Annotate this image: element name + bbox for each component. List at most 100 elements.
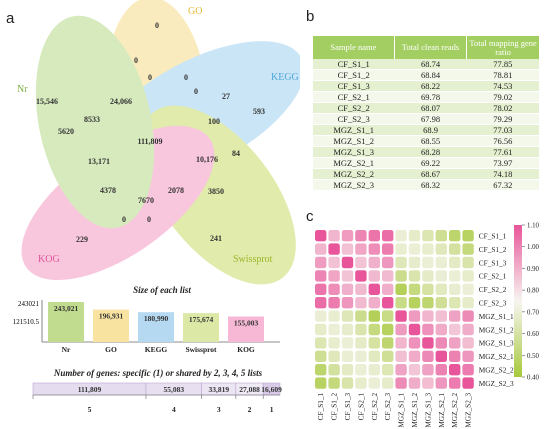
heatmap-cell xyxy=(435,270,447,282)
heatmap-cell xyxy=(395,243,407,255)
bar-ytick: 243021 xyxy=(18,300,40,308)
sample-name-cell: MGZ_S2_2 xyxy=(313,168,395,180)
heatmap-cell xyxy=(382,323,394,336)
venn-region: 4378 xyxy=(100,186,116,195)
heatmap-cell xyxy=(355,323,367,336)
value-cell: 69.78 xyxy=(394,91,467,103)
heatmap-cell xyxy=(408,350,421,362)
table-row: MGZ_S1_3 68.28 77.61 xyxy=(313,146,539,158)
stacked-segment-value: 27,088 xyxy=(239,385,260,394)
heatmap-cell xyxy=(449,243,461,255)
heatmap-cell xyxy=(341,364,354,376)
heatmap-cell xyxy=(449,310,461,322)
heatmap-cell xyxy=(315,297,327,309)
heatmap-cell xyxy=(395,297,407,309)
stacked-segment-value: 33,819 xyxy=(208,385,229,394)
heatmap-cell xyxy=(395,350,407,362)
heatmap-cell xyxy=(355,377,367,389)
heatmap-cell xyxy=(355,270,367,282)
heatmap-cell xyxy=(355,364,367,376)
heatmap-row-label: MGZ_S1_1 xyxy=(479,312,514,321)
venn-diagram: GO KEGG Swissprot KOG Nr 0 0 0 0 15,546 … xyxy=(17,0,300,285)
heatmap-cell xyxy=(422,256,434,269)
venn-region: 13,171 xyxy=(88,157,110,166)
heatmap-cell xyxy=(355,230,367,242)
stacked-segment-label: 5 xyxy=(88,405,92,414)
heatmap-col-label: MGZ_S1_1 xyxy=(397,392,406,427)
value-cell: 78.81 xyxy=(466,69,539,81)
table-row: MGZ_S2_2 68.67 74.18 xyxy=(313,168,539,180)
heatmap-cell xyxy=(422,377,434,389)
heatmap-col-label: CF_S1_3 xyxy=(343,392,352,420)
heatmap-cell xyxy=(408,230,421,242)
venn-region: 100 xyxy=(208,117,220,126)
heatmap-cell xyxy=(395,323,407,336)
size-bar-value: 155,003 xyxy=(234,318,259,327)
table-row: MGZ_S1_2 68.55 76.56 xyxy=(313,135,539,147)
heatmap-cell xyxy=(435,256,447,269)
heatmap-cell xyxy=(408,310,421,322)
value-cell: 68.67 xyxy=(394,168,467,180)
heatmap-cell xyxy=(382,337,394,349)
heatmap-cell xyxy=(382,230,394,242)
heatmap-cell xyxy=(315,256,327,269)
col-header: Sample name xyxy=(313,36,395,59)
heatmap-cell xyxy=(449,323,461,336)
stacked-segment-label: 2 xyxy=(248,405,252,414)
sample-name-cell: CF_S2_3 xyxy=(313,113,395,125)
venn-label-swissprot: Swissprot xyxy=(233,254,273,265)
heatmap-cell xyxy=(408,323,421,336)
heatmap-cell xyxy=(382,256,394,269)
col-header: Total clean reads xyxy=(394,36,468,59)
heatmap-cell xyxy=(408,377,421,389)
heatmap-cell xyxy=(395,270,407,282)
value-cell: 68.84 xyxy=(394,69,467,81)
heatmap-cell xyxy=(449,377,461,389)
heatmap-cell xyxy=(462,337,474,349)
heatmap-cell xyxy=(368,243,380,255)
colorbar-tick-label: 0.90 xyxy=(527,266,539,273)
colorbar-tick-label: 0.60 xyxy=(527,331,539,338)
venn-region: 0 xyxy=(122,215,126,224)
heatmap-cell xyxy=(368,364,380,376)
heatmap-cell xyxy=(408,270,421,282)
heatmap-cell xyxy=(341,230,354,242)
size-bar-value: 243,021 xyxy=(54,304,79,313)
colorbar xyxy=(514,225,522,377)
heatmap-cell xyxy=(328,310,340,322)
heatmap-cell xyxy=(395,310,407,322)
colorbar-tick-label: 0.50 xyxy=(527,353,539,360)
heatmap-col-label: MGZ_S2_1 xyxy=(437,392,446,427)
heatmap-row-label: MGZ_S1_2 xyxy=(479,325,514,334)
heatmap-row-label: CF_S2_3 xyxy=(479,299,507,308)
heatmap-cell xyxy=(368,283,380,295)
heatmap-cell xyxy=(435,283,447,295)
heatmap-cell xyxy=(462,243,474,255)
size-bar xyxy=(48,302,84,342)
heatmap-cell xyxy=(422,350,434,362)
venn-label-nr: Nr xyxy=(17,84,28,95)
size-bar xyxy=(93,309,129,342)
sample-name-cell: CF_S1_3 xyxy=(313,80,395,92)
venn-region: 0 xyxy=(147,215,151,224)
heatmap-cell xyxy=(341,297,354,309)
heatmap-cell xyxy=(462,310,474,322)
value-cell: 68.9 xyxy=(394,124,467,136)
heatmap-cell xyxy=(315,364,327,376)
heatmap-cell xyxy=(368,377,380,389)
heatmap-cell xyxy=(341,377,354,389)
heatmap-row-label: MGZ_S2_1 xyxy=(479,352,514,361)
value-cell: 77.61 xyxy=(466,146,539,158)
table-row: CF_S1_2 68.84 78.81 xyxy=(313,69,539,81)
table-row: CF_S1_3 68.22 74.53 xyxy=(313,80,539,92)
heatmap-col-label: CF_S1_2 xyxy=(330,392,339,420)
heatmap-cell xyxy=(395,337,407,349)
heatmap-cell xyxy=(449,270,461,282)
heatmap-cell xyxy=(435,377,447,389)
heatmap-cell xyxy=(462,297,474,309)
size-bar-label: KEGG xyxy=(145,345,168,354)
heatmap-col-label: MGZ_S2_3 xyxy=(464,392,473,427)
value-cell: 68.32 xyxy=(394,179,467,191)
shared-genes-stacked-bar: Number of genes: specific (1) or shared … xyxy=(32,368,282,414)
value-cell: 68.74 xyxy=(394,59,467,70)
